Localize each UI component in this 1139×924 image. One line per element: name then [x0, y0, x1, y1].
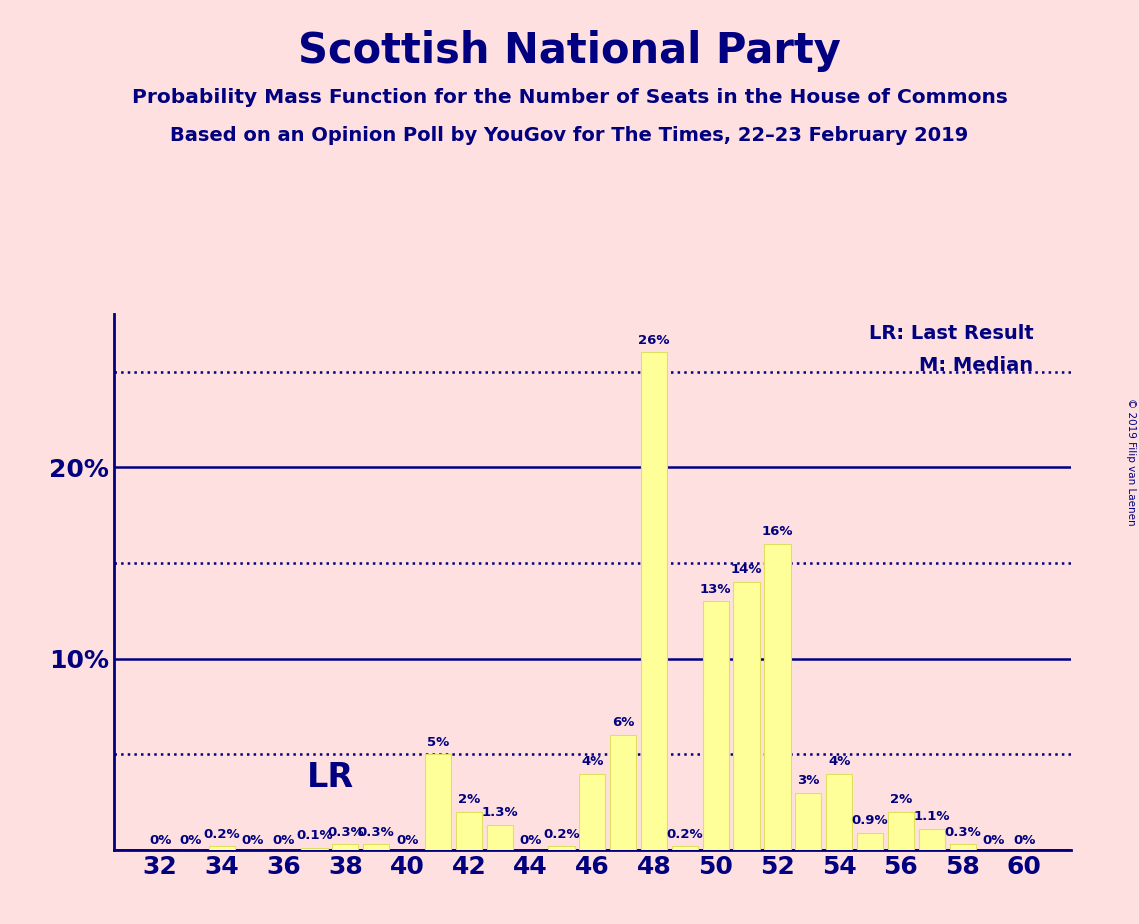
Text: Scottish National Party: Scottish National Party	[298, 30, 841, 72]
Text: 0.2%: 0.2%	[666, 828, 703, 841]
Text: 0%: 0%	[180, 834, 203, 847]
Text: 0.3%: 0.3%	[358, 826, 394, 839]
Bar	[425, 754, 451, 850]
Text: 14%: 14%	[731, 564, 762, 577]
Text: 0.2%: 0.2%	[543, 828, 580, 841]
Text: 2%: 2%	[890, 793, 912, 806]
Text: 0%: 0%	[272, 834, 295, 847]
Bar	[703, 602, 729, 850]
Bar	[919, 829, 945, 850]
Text: LR: Last Result: LR: Last Result	[869, 323, 1033, 343]
Text: 0.2%: 0.2%	[204, 828, 240, 841]
Bar	[641, 352, 667, 850]
Text: LR: LR	[306, 760, 353, 794]
Bar	[486, 825, 513, 850]
Bar	[826, 773, 852, 850]
Bar	[764, 544, 790, 850]
Bar	[887, 812, 913, 850]
Text: M: M	[702, 692, 730, 721]
Bar	[363, 845, 390, 850]
Text: 2%: 2%	[458, 793, 480, 806]
Text: 4%: 4%	[581, 755, 604, 768]
Text: 1.1%: 1.1%	[913, 810, 950, 823]
Bar	[548, 846, 574, 850]
Text: © 2019 Filip van Laenen: © 2019 Filip van Laenen	[1126, 398, 1136, 526]
Text: 13%: 13%	[700, 582, 731, 596]
Text: 6%: 6%	[612, 716, 634, 730]
Text: 1.3%: 1.3%	[482, 807, 518, 820]
Text: Based on an Opinion Poll by YouGov for The Times, 22–23 February 2019: Based on an Opinion Poll by YouGov for T…	[171, 127, 968, 145]
Bar	[950, 845, 976, 850]
Text: 4%: 4%	[828, 755, 851, 768]
Text: 0%: 0%	[1014, 834, 1035, 847]
Text: 0.9%: 0.9%	[852, 814, 888, 827]
Bar	[611, 736, 637, 850]
Text: 0%: 0%	[396, 834, 418, 847]
Text: M: Median: M: Median	[919, 357, 1033, 375]
Text: 0%: 0%	[982, 834, 1005, 847]
Text: 3%: 3%	[797, 774, 819, 787]
Text: 0.3%: 0.3%	[944, 826, 981, 839]
Bar	[456, 812, 482, 850]
Text: 0%: 0%	[519, 834, 542, 847]
Bar	[208, 846, 235, 850]
Bar	[795, 793, 821, 850]
Text: 16%: 16%	[762, 525, 793, 538]
Text: 0.3%: 0.3%	[327, 826, 363, 839]
Text: 0%: 0%	[241, 834, 264, 847]
Text: Probability Mass Function for the Number of Seats in the House of Commons: Probability Mass Function for the Number…	[132, 88, 1007, 106]
Text: 0%: 0%	[149, 834, 171, 847]
Bar	[333, 845, 359, 850]
Bar	[857, 833, 883, 850]
Bar	[734, 582, 760, 850]
Bar	[672, 846, 698, 850]
Bar	[302, 848, 328, 850]
Text: 0.1%: 0.1%	[296, 830, 333, 843]
Bar	[579, 773, 606, 850]
Text: 26%: 26%	[638, 334, 670, 346]
Text: 5%: 5%	[427, 736, 449, 748]
